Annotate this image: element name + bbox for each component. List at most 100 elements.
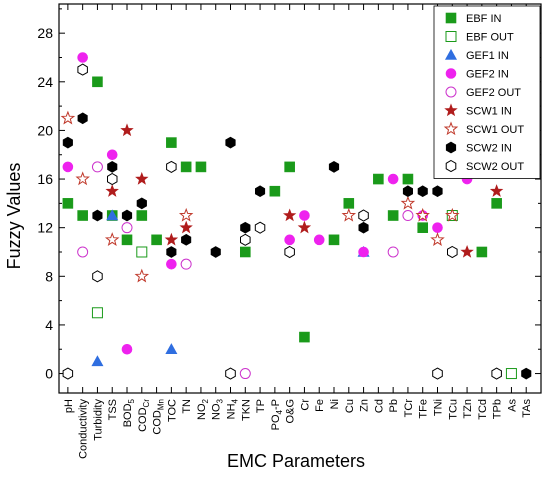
y-axis: 0 4 8 12 16 20 24 28 — [37, 8, 541, 382]
x-tick-label: TAs — [521, 399, 533, 418]
point-gef2-in — [62, 161, 74, 173]
point-scw2-in — [432, 185, 443, 198]
point-scw1-in — [179, 220, 193, 234]
point-scw2-in — [107, 161, 118, 173]
x-tick-label: Turbidity — [92, 399, 104, 441]
point-scw1-in — [164, 232, 179, 246]
x-tick-label: TSS — [107, 399, 119, 420]
legend-marker — [444, 48, 458, 60]
point-scw2-in — [240, 221, 251, 234]
point-scw1-in — [297, 220, 312, 234]
point-gef2-out — [239, 368, 251, 380]
x-axis-title: EMC Parameters — [227, 451, 365, 471]
point-scw1-in — [282, 208, 297, 222]
point-scw2-in — [77, 112, 88, 125]
point-ebf-out — [505, 368, 517, 380]
data-points — [60, 52, 532, 380]
x-tick-label: Ni — [329, 399, 341, 409]
point-gef1-in — [106, 209, 119, 221]
x-tick-label: Zn — [359, 399, 371, 412]
x-tick-label: TKN — [240, 399, 252, 421]
point-ebf-in — [166, 137, 177, 148]
point-ebf-in — [62, 198, 74, 209]
point-scw2-in — [62, 136, 73, 149]
y-tick-label: 0 — [45, 366, 53, 382]
x-tick-label: Cd — [373, 399, 385, 413]
x-tick-label: CODMn — [152, 399, 166, 435]
legend-marker — [445, 159, 457, 173]
point-ebf-out — [91, 307, 103, 319]
point-scw2-out — [358, 209, 369, 222]
point-gef2-in — [432, 222, 443, 233]
point-ebf-in — [180, 161, 192, 173]
x-tick-label: TPb — [492, 399, 504, 419]
point-scw2-out — [240, 233, 251, 246]
point-scw2-out — [225, 367, 236, 380]
x-tick-label: O&G — [285, 399, 297, 423]
point-gef2-out — [387, 246, 399, 258]
x-tick-label: Conductivity — [78, 399, 90, 459]
point-ebf-out — [136, 246, 148, 258]
point-scw1-out — [445, 207, 460, 222]
x-tick-label: TP — [255, 399, 267, 413]
point-ebf-in — [328, 234, 340, 246]
x-tick-label: TOC — [166, 399, 178, 422]
point-gef2-in — [358, 246, 369, 258]
x-tick-label: TCd — [477, 399, 489, 420]
point-ebf-in — [417, 222, 429, 233]
y-tick-label: 20 — [37, 122, 53, 138]
point-scw1-out — [134, 268, 150, 283]
point-scw1-out — [178, 207, 194, 222]
point-scw2-in — [92, 209, 103, 222]
point-scw1-out — [341, 207, 357, 222]
point-scw1-out — [400, 195, 416, 210]
point-ebf-in — [402, 173, 414, 185]
x-tick-label: NO2 — [196, 398, 210, 420]
point-ebf-in — [121, 234, 133, 246]
legend-marker — [443, 121, 459, 136]
x-tick-label: As — [506, 399, 518, 412]
point-scw2-out — [92, 270, 103, 283]
legend-label: GEF2 OUT — [466, 87, 521, 99]
point-ebf-in — [343, 198, 355, 209]
point-scw2-in — [166, 246, 177, 258]
legend-label: GEF1 IN — [466, 50, 509, 62]
legend-marker — [444, 103, 458, 117]
point-ebf-in — [284, 161, 295, 173]
point-scw2-out — [491, 367, 502, 380]
point-ebf-in — [239, 246, 251, 258]
point-gef2-in — [313, 234, 325, 246]
x-tick-label: Fe — [314, 399, 326, 412]
legend-label: SCW2 IN — [466, 143, 512, 155]
point-ebf-in — [476, 246, 488, 258]
legend-label: EBF OUT — [466, 32, 514, 44]
legend-label: GEF2 IN — [466, 69, 509, 81]
legend-label: SCW1 OUT — [466, 124, 524, 136]
point-scw1-out — [75, 171, 90, 186]
y-tick-label: 24 — [37, 74, 53, 90]
point-gef2-in — [299, 210, 310, 221]
point-scw2-out — [166, 160, 177, 173]
point-ebf-in — [387, 210, 399, 221]
plot-frame — [58, 3, 542, 394]
legend-marker — [445, 68, 457, 79]
x-tick-label: PO4-P — [270, 399, 284, 430]
point-gef2-out — [180, 258, 192, 270]
point-gef2-in — [77, 52, 88, 63]
y-tick-label: 12 — [37, 220, 53, 236]
x-tick-label: TN — [181, 399, 193, 414]
y-tick-label: 8 — [45, 268, 53, 284]
point-scw2-in — [358, 221, 369, 234]
x-tick-label: TZn — [462, 399, 474, 419]
point-gef2-in — [106, 149, 118, 161]
point-scw1-out — [104, 232, 120, 246]
point-scw1-in — [105, 184, 119, 197]
point-ebf-in — [269, 185, 281, 197]
point-scw2-out — [77, 63, 88, 76]
point-scw2-out — [254, 221, 266, 234]
y-axis-title: Fuzzy Values — [4, 163, 24, 270]
x-tick-label: Pb — [388, 399, 400, 412]
point-gef1-in — [91, 355, 104, 367]
x-tick-label: NO3 — [211, 398, 225, 420]
point-scw2-in — [255, 185, 266, 198]
